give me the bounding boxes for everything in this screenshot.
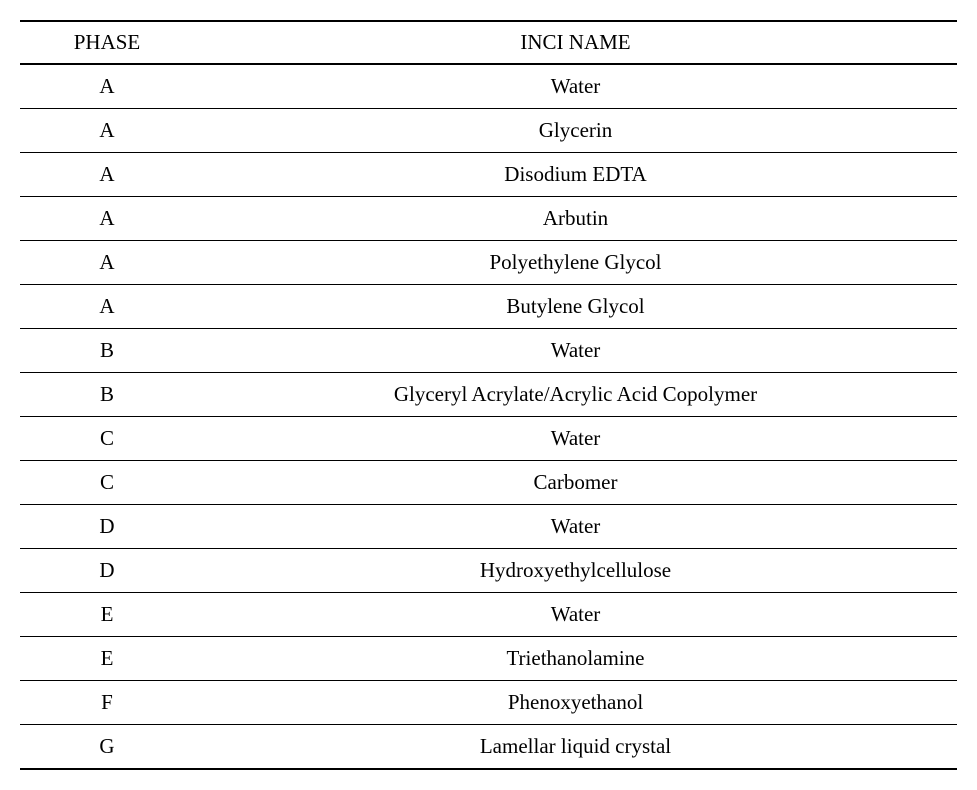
table-row: CCarbomer bbox=[20, 461, 957, 505]
table-row: AArbutin bbox=[20, 197, 957, 241]
cell-inci: Triethanolamine bbox=[194, 637, 957, 681]
cell-phase: C bbox=[20, 417, 194, 461]
cell-phase: A bbox=[20, 241, 194, 285]
cell-inci: Arbutin bbox=[194, 197, 957, 241]
cell-phase: F bbox=[20, 681, 194, 725]
table-row: BGlyceryl Acrylate/Acrylic Acid Copolyme… bbox=[20, 373, 957, 417]
column-header-inci: INCI NAME bbox=[194, 21, 957, 64]
cell-inci: Water bbox=[194, 593, 957, 637]
cell-inci: Polyethylene Glycol bbox=[194, 241, 957, 285]
cell-phase: E bbox=[20, 637, 194, 681]
cell-inci: Water bbox=[194, 64, 957, 109]
table-row: APolyethylene Glycol bbox=[20, 241, 957, 285]
table-row: ETriethanolamine bbox=[20, 637, 957, 681]
cell-phase: D bbox=[20, 505, 194, 549]
cell-inci: Lamellar liquid crystal bbox=[194, 725, 957, 770]
table-row: FPhenoxyethanol bbox=[20, 681, 957, 725]
table-header-row: PHASE INCI NAME bbox=[20, 21, 957, 64]
table-row: EWater bbox=[20, 593, 957, 637]
cell-phase: A bbox=[20, 285, 194, 329]
cell-inci: Water bbox=[194, 505, 957, 549]
cell-inci: Water bbox=[194, 329, 957, 373]
cell-phase: B bbox=[20, 329, 194, 373]
cell-phase: D bbox=[20, 549, 194, 593]
ingredients-table: PHASE INCI NAME AWater AGlycerin ADisodi… bbox=[20, 20, 957, 770]
table-row: AButylene Glycol bbox=[20, 285, 957, 329]
cell-phase: E bbox=[20, 593, 194, 637]
table-row: DWater bbox=[20, 505, 957, 549]
cell-inci: Glycerin bbox=[194, 109, 957, 153]
cell-inci: Glyceryl Acrylate/Acrylic Acid Copolymer bbox=[194, 373, 957, 417]
cell-inci: Disodium EDTA bbox=[194, 153, 957, 197]
cell-inci: Butylene Glycol bbox=[194, 285, 957, 329]
table-row: AGlycerin bbox=[20, 109, 957, 153]
cell-phase: A bbox=[20, 153, 194, 197]
cell-phase: G bbox=[20, 725, 194, 770]
table-row: AWater bbox=[20, 64, 957, 109]
table-row: BWater bbox=[20, 329, 957, 373]
cell-phase: A bbox=[20, 64, 194, 109]
cell-phase: C bbox=[20, 461, 194, 505]
table-row: ADisodium EDTA bbox=[20, 153, 957, 197]
table-body: AWater AGlycerin ADisodium EDTA AArbutin… bbox=[20, 64, 957, 769]
table-row: DHydroxyethylcellulose bbox=[20, 549, 957, 593]
cell-inci: Phenoxyethanol bbox=[194, 681, 957, 725]
table-row: GLamellar liquid crystal bbox=[20, 725, 957, 770]
cell-phase: A bbox=[20, 109, 194, 153]
table-row: CWater bbox=[20, 417, 957, 461]
column-header-phase: PHASE bbox=[20, 21, 194, 64]
cell-phase: B bbox=[20, 373, 194, 417]
cell-inci: Hydroxyethylcellulose bbox=[194, 549, 957, 593]
cell-inci: Water bbox=[194, 417, 957, 461]
cell-inci: Carbomer bbox=[194, 461, 957, 505]
cell-phase: A bbox=[20, 197, 194, 241]
